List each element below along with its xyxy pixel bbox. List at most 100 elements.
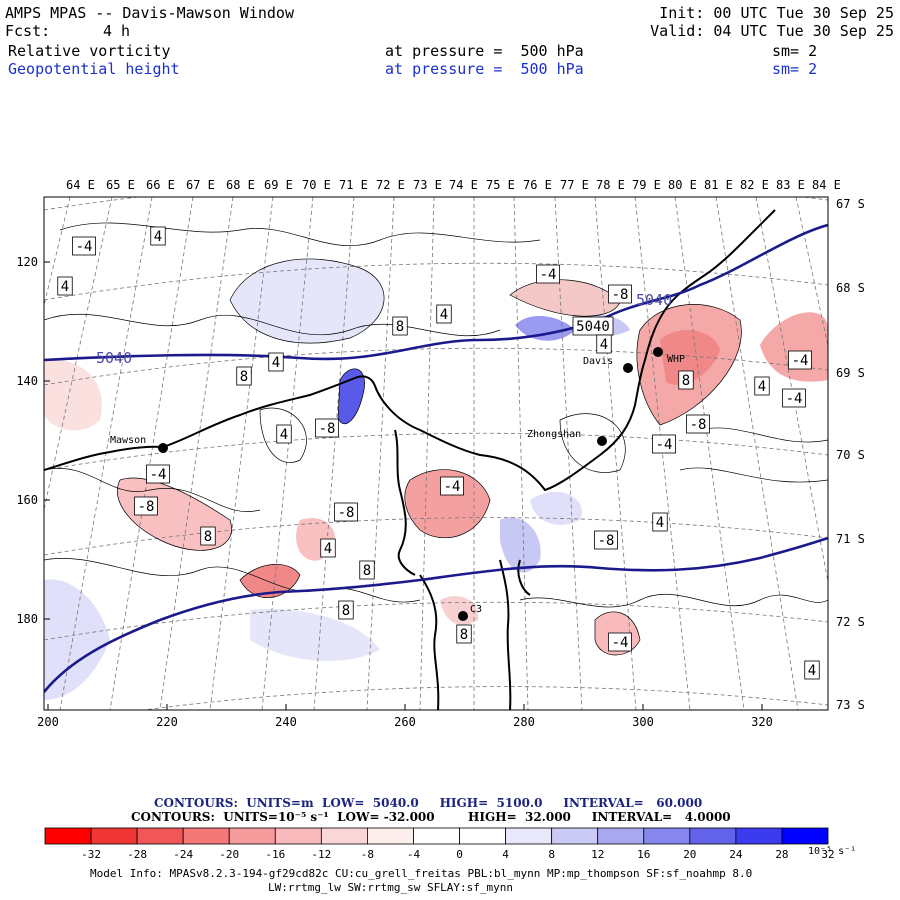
colorbar-label: 32 xyxy=(821,848,834,861)
lat-label: 71 S xyxy=(836,532,865,546)
colorbar-label: -4 xyxy=(407,848,421,861)
contour-label-box xyxy=(320,538,336,558)
contour-label-box xyxy=(359,560,375,580)
contour-label-box xyxy=(788,350,812,370)
colorbar-swatch xyxy=(228,827,276,845)
model-info-physics: LW:rrtmg_lw SW:rrtmg_sw SFLAY:sf_mynn xyxy=(268,881,514,894)
colorbar-swatch xyxy=(44,827,92,845)
lon-label: 70 E xyxy=(302,178,331,192)
station-dot xyxy=(653,347,663,357)
lat-labels: 67 S 68 S 69 S 70 S 71 S 72 S 73 S xyxy=(836,197,865,712)
lon-label: 81 E xyxy=(704,178,733,192)
colorbar-label: 28 xyxy=(775,848,788,861)
contour-label-box xyxy=(652,512,668,532)
field-sm-vorticity: sm= 2 xyxy=(772,42,818,60)
colorbar-swatch xyxy=(643,827,691,845)
colorbar-label: -24 xyxy=(173,848,193,861)
contour-label: 8 xyxy=(342,603,350,619)
lon-label: 64 E xyxy=(66,178,95,192)
station-dot xyxy=(623,363,633,373)
contour-label: 4 xyxy=(656,515,664,531)
contour-label-box xyxy=(57,276,73,296)
contour-label-box xyxy=(440,476,464,496)
chart-title: AMPS MPAS -- Davis-Mawson Window xyxy=(5,4,294,22)
contour-label: -4 xyxy=(150,467,167,483)
contour-label: 8 xyxy=(204,529,212,545)
contour-label-box xyxy=(146,464,170,484)
station-label: Zhongshan xyxy=(527,429,581,440)
contour-label-box xyxy=(392,316,408,336)
lon-label: 67 E xyxy=(186,178,215,192)
height-label: 5040 xyxy=(636,291,672,309)
contour-label-box xyxy=(572,316,614,336)
valid-time: Valid: 04 UTC Tue 30 Sep 25 xyxy=(650,22,894,40)
station-label: Mawson xyxy=(110,435,146,446)
lon-label: 84 E xyxy=(812,178,841,192)
field-pressure-height: at pressure = 500 hPa xyxy=(385,60,584,78)
contour-label-box xyxy=(608,284,632,304)
x-tick-label: 200 xyxy=(37,715,59,729)
contours-height-info: CONTOURS: UNITS=m LOW= 5040.0 HIGH= 5100… xyxy=(154,796,703,810)
colorbar-swatch xyxy=(90,827,138,845)
contour-label-box xyxy=(686,414,710,434)
lon-label: 83 E xyxy=(776,178,805,192)
contour-label-box xyxy=(754,376,770,396)
contour-label: -4 xyxy=(540,267,557,283)
colorbar: -32 -28 -24 -20 -16 -12 -8 -4 0 4 8 12 16 20 24 28 32 10… xyxy=(44,827,856,861)
contour-label: 8 xyxy=(240,369,248,385)
contour-label: 4 xyxy=(600,337,608,353)
lon-label: 74 E xyxy=(449,178,478,192)
colorbar-swatch xyxy=(597,827,645,845)
contour-label: -4 xyxy=(612,635,629,651)
contour-label-box xyxy=(276,424,292,444)
contour-label: 8 xyxy=(396,319,404,335)
contour-label-box xyxy=(338,600,354,620)
lon-label: 71 E xyxy=(339,178,368,192)
field-sm-height: sm= 2 xyxy=(772,60,818,78)
contour-label: -4 xyxy=(786,391,803,407)
station-dot xyxy=(458,611,468,621)
colorbar-unit: 10⁻⁵ s⁻¹ xyxy=(808,846,856,857)
contour-label: -8 xyxy=(138,499,155,515)
lon-label: 77 E xyxy=(560,178,589,192)
contour-label: 8 xyxy=(363,563,371,579)
colorbar-label: -16 xyxy=(265,848,285,861)
colorbar-swatch xyxy=(320,827,368,845)
fill-blue-region xyxy=(230,258,385,344)
colorbar-swatch xyxy=(735,827,783,845)
fill-red-region xyxy=(44,359,102,431)
colorbar-swatch xyxy=(182,827,230,845)
fill-blue-region xyxy=(44,579,110,700)
field-name-height: Geopotential height xyxy=(8,60,180,78)
fill-blue-region xyxy=(250,609,380,661)
fill-red-region xyxy=(760,312,828,382)
contour-label: -8 xyxy=(598,533,615,549)
y-tick-label: 140 xyxy=(16,374,38,388)
station-dot xyxy=(158,443,168,453)
contour-label-box xyxy=(268,352,284,372)
plot-frame xyxy=(43,196,829,711)
lon-label: 73 E xyxy=(413,178,442,192)
contour-label-box xyxy=(782,388,806,408)
contour-label: 4 xyxy=(324,541,332,557)
contour-label: -8 xyxy=(319,421,336,437)
colorbar-swatch xyxy=(689,827,737,845)
field-pressure-vorticity: at pressure = 500 hPa xyxy=(385,42,584,60)
contour-label-box xyxy=(200,526,216,546)
lon-label: 76 E xyxy=(523,178,552,192)
contour-label: -8 xyxy=(612,287,629,303)
colorbar-swatch xyxy=(274,827,322,845)
colorbar-swatch xyxy=(505,827,553,845)
lon-label: 69 E xyxy=(264,178,293,192)
colorbar-swatch xyxy=(367,827,414,845)
colorbar-swatch xyxy=(459,827,506,845)
fill-blue-region xyxy=(515,315,575,341)
forecast-value: 4 h xyxy=(103,22,131,40)
contour-label: -4 xyxy=(656,437,673,453)
colorbar-label: -20 xyxy=(219,848,239,861)
contour-label-box xyxy=(536,264,560,284)
colorbar-swatch xyxy=(781,827,829,845)
contour-label-box xyxy=(436,304,452,324)
station-label: Davis xyxy=(583,356,613,367)
